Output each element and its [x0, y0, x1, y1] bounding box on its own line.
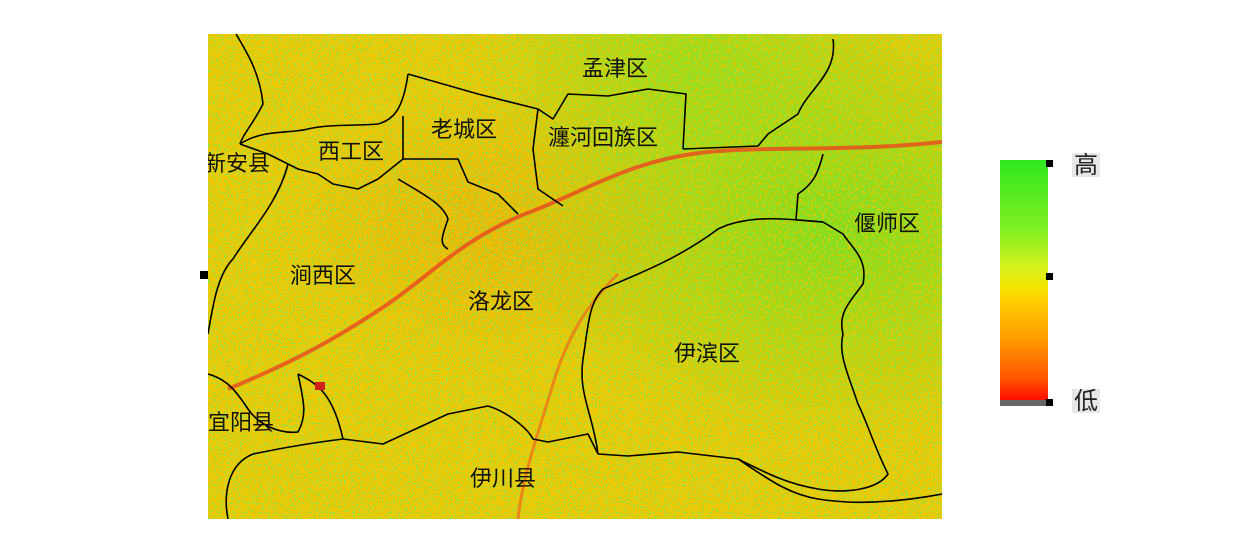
legend-label-high: 高 [1072, 151, 1100, 179]
hot-spot [315, 382, 325, 390]
legend-tick-bottom [1046, 399, 1053, 406]
boundary-chanhe [532, 108, 564, 207]
boundary-laocheng [407, 73, 687, 150]
boundary-xigong-laocheng [402, 116, 519, 215]
boundary-yibin-north [581, 217, 824, 455]
boundary-yiyang-north [208, 373, 305, 434]
region-label-yibin: 伊滨区 [674, 342, 741, 367]
region-label-yichuan: 伊川县 [470, 467, 537, 492]
boundary-yanshi-north [795, 153, 824, 223]
legend-label-low: 低 [1072, 387, 1100, 415]
boundary-yanshi-west [597, 221, 889, 492]
region-label-xinan: 新安县 [208, 152, 271, 177]
region-label-laocheng: 老城区 [431, 118, 498, 143]
region-label-yiyang: 宜阳县 [208, 411, 275, 436]
luo-river [227, 140, 942, 391]
boundary-southeast [737, 458, 942, 504]
region-label-yanshi: 偃师区 [854, 212, 921, 237]
color-legend [1000, 160, 1053, 406]
region-label-jianxi: 涧西区 [290, 264, 357, 289]
region-label-luolong: 洛龙区 [468, 290, 535, 315]
boundary-north-line [682, 38, 835, 150]
boundary-xigong-south [239, 143, 404, 190]
map-frame: 孟津区 老城区 瀍河回族区 西工区 新安县 涧西区 洛龙区 偃师区 伊滨区 宜阳… [208, 34, 942, 519]
region-label-xigong: 西工区 [318, 140, 385, 165]
legend-tick-mid [1046, 273, 1053, 280]
boundary-jianxi-east [397, 178, 449, 250]
boundary-yichuan-north [225, 438, 344, 519]
legend-tick-top [1046, 160, 1053, 167]
raster-noise-orange [208, 34, 942, 519]
boundary-mengjin-west [235, 34, 264, 145]
region-label-mengjin: 孟津区 [582, 57, 649, 82]
frame-marker-left [200, 271, 208, 279]
heat-map [208, 34, 942, 519]
boundary-xinan [208, 163, 289, 335]
legend-bottom-edge [1000, 400, 1048, 406]
yi-river [516, 272, 620, 519]
boundary-mengjin-south [239, 73, 409, 145]
legend-gradient-bar [1000, 160, 1048, 406]
region-label-chanhe: 瀍河回族区 [548, 126, 659, 151]
